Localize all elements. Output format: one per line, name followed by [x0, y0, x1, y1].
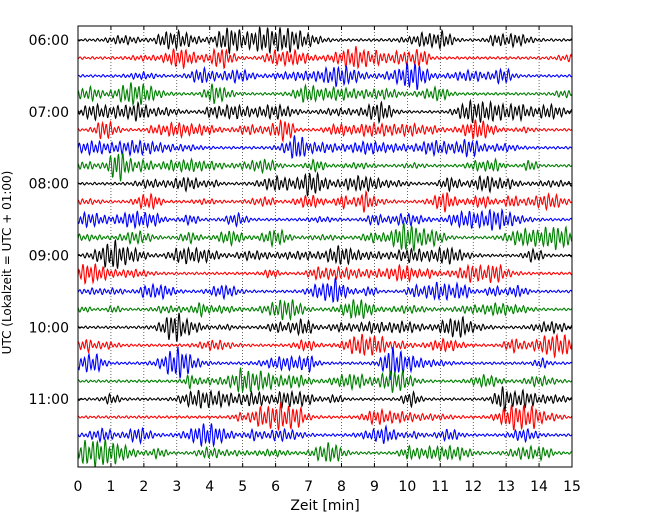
seismic-traces — [77, 26, 573, 468]
x-tick-label: 5 — [238, 479, 247, 495]
seismic-trace — [77, 386, 573, 413]
x-tick-label: 9 — [370, 479, 379, 495]
seismic-trace — [77, 277, 573, 303]
x-tick-label: 10 — [398, 479, 416, 495]
y-tick-label: 06:00 — [29, 33, 69, 49]
x-tick-label: 3 — [172, 479, 181, 495]
y-tick-label: 08:00 — [29, 177, 69, 193]
seismic-trace — [77, 207, 573, 231]
x-axis-label: Zeit [min] — [290, 498, 359, 514]
x-tick-label: 0 — [74, 479, 83, 495]
seismic-trace — [77, 332, 573, 359]
y-tick-label: 07:00 — [29, 105, 69, 121]
seismic-trace — [77, 26, 573, 55]
seismic-trace — [77, 135, 573, 159]
seismic-trace — [77, 439, 573, 468]
seismic-trace — [77, 153, 573, 182]
y-tick-label: 09:00 — [29, 248, 69, 264]
y-tick-label: 10:00 — [29, 320, 69, 336]
seismic-trace — [77, 189, 573, 213]
seismic-trace — [77, 238, 573, 269]
seismic-trace — [77, 82, 573, 107]
x-tick-label: 12 — [464, 479, 482, 495]
x-tick-label: 15 — [563, 479, 581, 495]
y-tick-label: 11:00 — [29, 392, 69, 408]
y-axis-label: UTC (Lokalzeit = UTC + 01:00) — [0, 171, 14, 355]
x-tick-label: 11 — [431, 479, 449, 495]
x-tick-label: 8 — [337, 479, 346, 495]
seismic-trace — [77, 263, 573, 285]
x-tick-label: 6 — [271, 479, 280, 495]
x-axis-ticks: 0 1 2 3 4 5 6 7 8 9 10 11 12 13 14 15 — [74, 26, 581, 495]
seismic-trace — [77, 298, 573, 322]
seismic-trace — [77, 346, 573, 381]
x-tick-label: 2 — [139, 479, 148, 495]
seismic-trace — [77, 221, 573, 253]
seismic-trace — [77, 98, 573, 125]
x-tick-label: 13 — [497, 479, 515, 495]
seismic-trace — [77, 46, 573, 70]
plot-frame — [77, 25, 573, 468]
seismic-trace — [77, 312, 573, 342]
y-axis-ticks: 06:00 07:00 08:00 09:00 10:00 11:00 — [29, 33, 572, 408]
x-tick-label: 4 — [205, 479, 214, 495]
x-tick-label: 7 — [304, 479, 313, 495]
x-tick-label: 14 — [530, 479, 548, 495]
x-tick-label: 1 — [106, 479, 115, 495]
seismic-trace — [77, 401, 573, 431]
seismic-trace — [77, 423, 573, 448]
seismic-trace — [77, 171, 573, 197]
seismic-trace — [77, 367, 573, 394]
seismic-trace — [77, 118, 573, 143]
seismic-trace — [77, 62, 573, 90]
